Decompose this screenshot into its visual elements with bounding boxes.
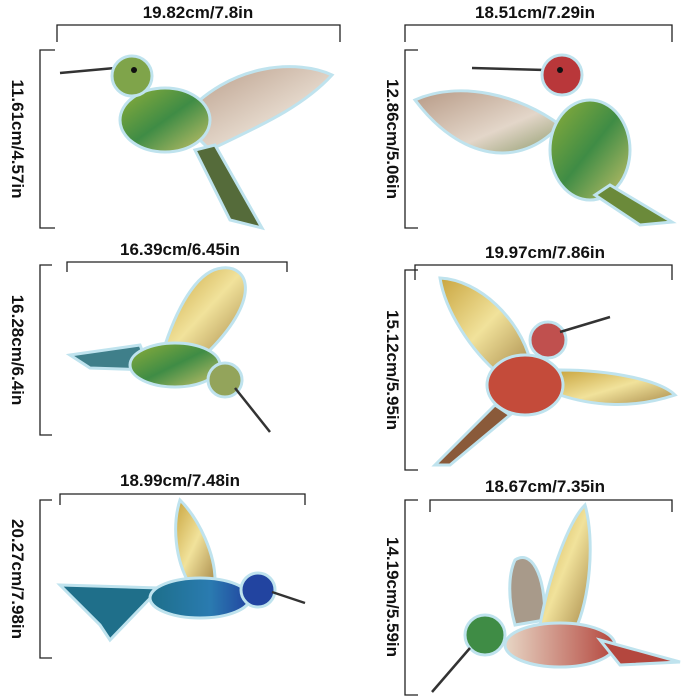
width-bracket	[56, 24, 341, 42]
sticker-1: 19.82cm/7.8in 11.61cm/4.57in	[8, 3, 341, 231]
sticker-6: 18.67cm/7.35in 14.19cm/5.59in	[383, 477, 681, 696]
width-bracket	[414, 264, 673, 280]
height-label: 14.19cm/5.59in	[383, 537, 402, 657]
height-bracket	[39, 49, 55, 229]
width-label: 18.99cm/7.48in	[120, 471, 240, 490]
height-bracket	[39, 264, 52, 436]
sticker-3: 16.39cm/6.45in 16.28cm/6.4in	[8, 240, 288, 436]
hummingbird	[65, 266, 271, 433]
width-bracket	[404, 24, 673, 42]
sticker-4: 19.97cm/7.86in 15.12cm/5.95in	[383, 243, 678, 471]
height-bracket	[404, 49, 418, 229]
hummingbird	[412, 53, 677, 227]
width-label: 16.39cm/6.45in	[120, 240, 240, 259]
sticker-5: 18.99cm/7.48in 20.27cm/7.98in	[8, 471, 306, 659]
height-bracket	[39, 499, 52, 659]
hummingbird	[59, 54, 335, 231]
height-label: 16.28cm/6.4in	[8, 295, 27, 406]
height-bracket	[404, 269, 418, 471]
height-label: 15.12cm/5.95in	[383, 310, 402, 430]
sticker-2: 18.51cm/7.29in 12.86cm/5.06in	[383, 3, 677, 229]
width-bracket	[59, 493, 306, 505]
width-bracket	[429, 499, 673, 512]
width-label: 18.67cm/7.35in	[485, 477, 605, 496]
height-label: 12.86cm/5.06in	[383, 79, 402, 199]
hummingbird	[56, 497, 306, 643]
width-label: 19.97cm/7.86in	[485, 243, 605, 262]
height-bracket	[404, 499, 418, 696]
hummingbird	[431, 502, 681, 693]
width-label: 19.82cm/7.8in	[143, 3, 254, 22]
height-label: 20.27cm/7.98in	[8, 519, 27, 639]
height-label: 11.61cm/4.57in	[8, 79, 27, 198]
width-label: 18.51cm/7.29in	[475, 3, 595, 22]
hummingbird	[431, 276, 678, 467]
width-bracket	[66, 261, 288, 272]
